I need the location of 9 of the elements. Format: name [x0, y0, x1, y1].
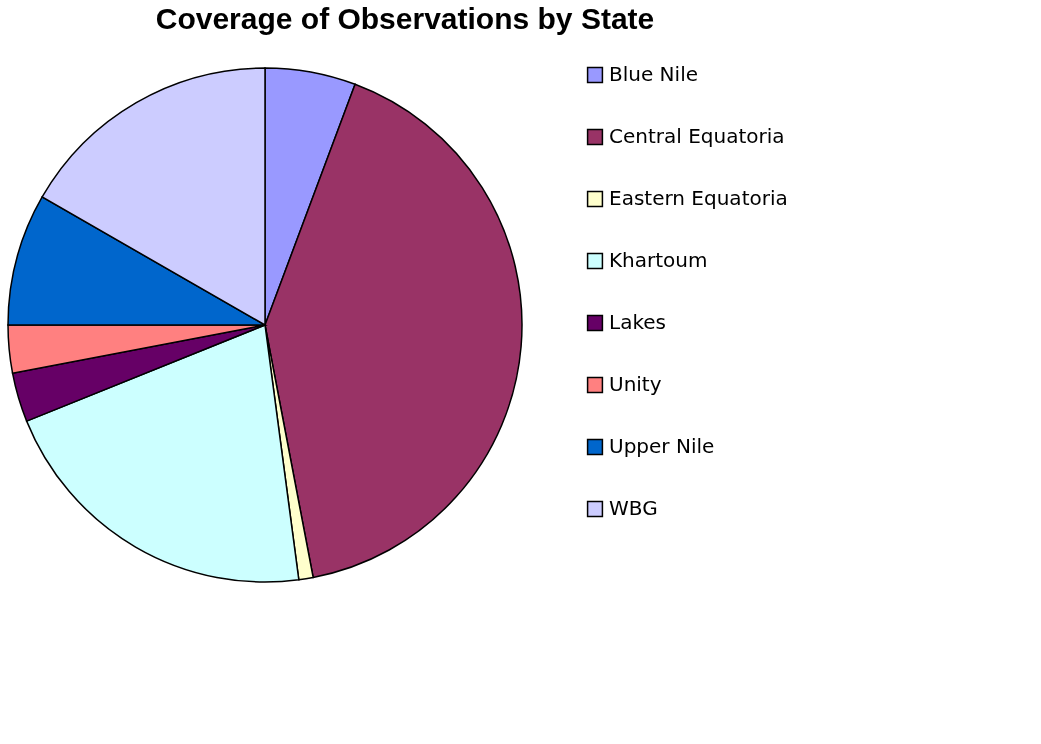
legend-label: Khartoum: [609, 248, 708, 272]
legend-label: WBG: [609, 496, 658, 520]
chart-title: Coverage of Observations by State: [155, 2, 655, 35]
legend-label: Upper Nile: [609, 434, 715, 458]
legend-label: Blue Nile: [609, 62, 698, 86]
legend-label: Eastern Equatoria: [609, 186, 788, 210]
legend-label: Lakes: [609, 310, 666, 334]
legend-label: Unity: [609, 372, 662, 396]
legend-label: Central Equatoria: [609, 124, 785, 148]
